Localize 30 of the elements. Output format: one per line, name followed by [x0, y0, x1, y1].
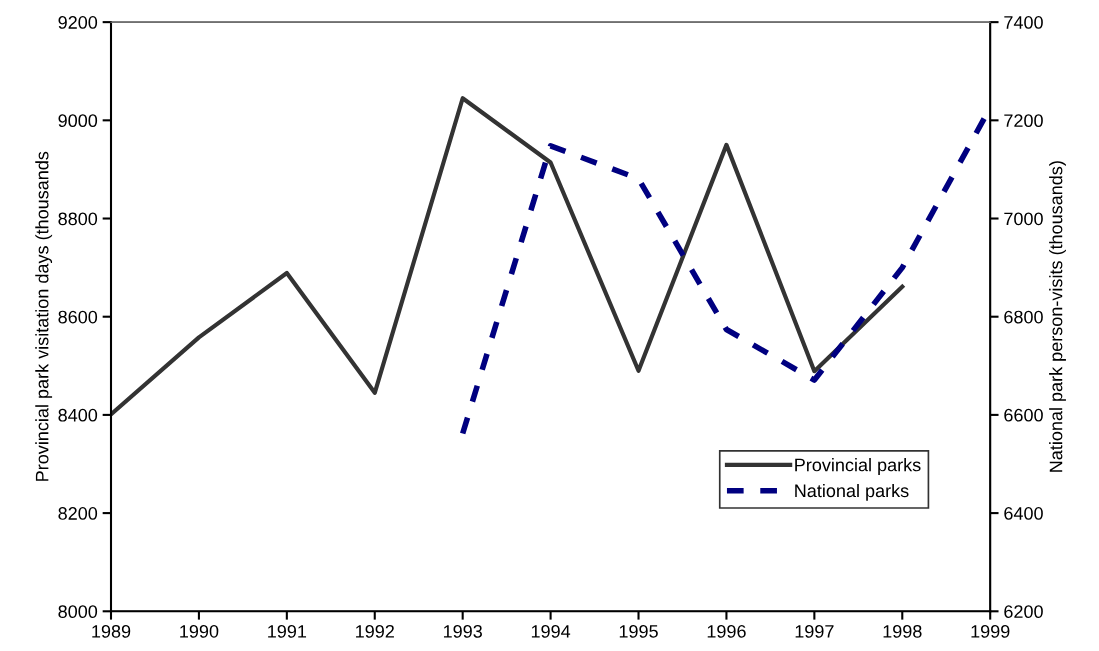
y-tick-label: 8600	[58, 310, 98, 324]
x-tick-label: 1994	[531, 624, 571, 638]
y2-tick-label: 6400	[1004, 507, 1043, 520]
y-tick-label: 8200	[58, 507, 98, 520]
y2-tick-label: 6600	[1004, 408, 1043, 422]
x-tick-label: 1991	[268, 624, 307, 638]
legend-label: Provincial parks	[795, 458, 921, 475]
x-tick-label: 1996	[707, 624, 746, 638]
x-tick-label: 1998	[883, 624, 922, 638]
x-tick-label: 1999	[971, 624, 1010, 638]
x-tick-label: 1990	[180, 624, 219, 638]
y-tick-label: 8400	[58, 408, 98, 422]
y2-tick-label: 7000	[1004, 212, 1043, 226]
y-axis-title: Provincial park visitation days (thousands	[35, 151, 53, 481]
y-tick-label: 8000	[58, 605, 98, 619]
y2-tick-label: 7200	[1004, 114, 1043, 128]
y2-tick-label: 6200	[1004, 605, 1043, 619]
y2-tick-label: 6800	[1004, 310, 1043, 324]
x-tick-label: 1993	[443, 624, 482, 638]
y2-axis-title: National park person-visits (thousands)	[1049, 161, 1066, 472]
y-tick-label: 9200	[58, 16, 98, 29]
y-tick-label: 8800	[58, 212, 98, 226]
y2-tick-label: 7400	[1004, 16, 1043, 29]
y-tick-label: 9000	[58, 114, 98, 128]
legend-label: National parks	[795, 483, 909, 501]
x-tick-label: 1995	[619, 624, 658, 638]
x-tick-label: 1992	[356, 624, 394, 638]
line-series	[111, 96, 905, 417]
x-tick-label: 1997	[795, 624, 834, 638]
x-tick-label: 1989	[92, 624, 131, 638]
